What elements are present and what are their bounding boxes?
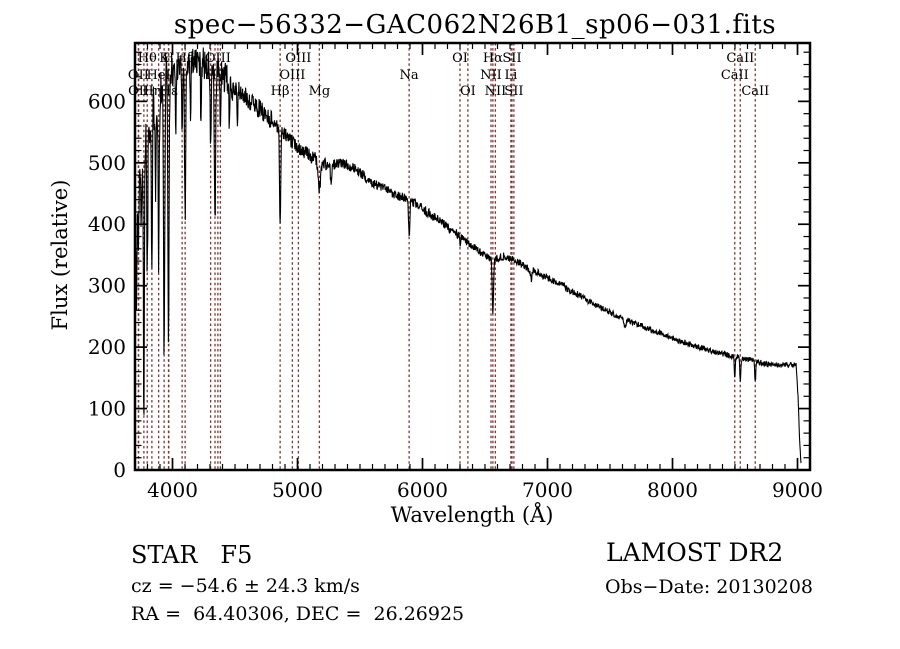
x-tick-label: 6000 <box>397 478 448 502</box>
spectral-line-label: Hγ <box>205 68 224 83</box>
spectral-line-label: SII <box>504 84 523 99</box>
y-tick-label: 600 <box>88 89 126 113</box>
spectral-line-label: OIII <box>279 68 305 83</box>
spectral-line-label: HeI <box>147 68 171 83</box>
x-axis-title: Wavelength (Å) <box>390 503 554 527</box>
obs-date-label: Obs−Date: 20130208 <box>605 576 813 598</box>
x-tick-label: 7000 <box>522 478 573 502</box>
spectral-line-label: CaII <box>726 51 754 66</box>
spectral-line-label: CaII <box>721 68 749 83</box>
x-tick-label: 5000 <box>272 478 323 502</box>
page-title: spec−56332−GAC062N26B1_sp06−031.fits <box>173 10 777 40</box>
plot-frame <box>133 41 812 472</box>
survey-release-label: LAMOST DR2 <box>606 538 784 567</box>
y-tick-label: 500 <box>88 151 126 175</box>
spectral-line-label: Li <box>505 68 518 83</box>
x-tick-label: 4000 <box>147 478 198 502</box>
y-tick-label: 100 <box>88 397 126 421</box>
spectral-line-label: Hε <box>160 84 178 99</box>
spectral-line-label: Hθ <box>138 51 157 66</box>
spectral-line-label: Hη <box>142 84 161 99</box>
y-tick-label: 400 <box>88 212 126 236</box>
x-tick-label: 8000 <box>647 478 698 502</box>
x-tick-label: 9000 <box>772 478 823 502</box>
spectral-line-label: NII <box>485 84 507 99</box>
spectral-line-label: CaII <box>741 84 769 99</box>
spectral-line-label: NII <box>480 68 502 83</box>
y-tick-label: 300 <box>88 274 126 298</box>
spectral-line-label: OII <box>128 84 149 99</box>
spectral-line-label: Na <box>400 68 419 83</box>
spectral-line-label: Mg <box>309 84 331 99</box>
spectrum-trace <box>134 47 802 464</box>
y-tick-label: 200 <box>88 335 126 359</box>
spectral-line-label: OII <box>128 68 149 83</box>
spectral-line-label: OIII <box>285 51 311 66</box>
spectral-line-label: Hα <box>483 51 503 66</box>
ra-dec-label: RA = 64.40306, DEC = 26.26925 <box>131 603 465 625</box>
spectral-line-label: SII <box>502 51 521 66</box>
spectral-line-label: OI <box>460 84 476 99</box>
spectral-line-label: OI <box>452 51 468 66</box>
spectral-line-label: Hβ <box>271 84 290 99</box>
classification-label: STAR F5 <box>131 541 253 569</box>
spectral-line-label: H <box>163 51 174 66</box>
radial-velocity-label: cz = −54.6 ± 24.3 km/s <box>131 575 360 597</box>
spectral-line-label: K <box>159 51 169 66</box>
y-tick-label: 0 <box>113 458 126 482</box>
